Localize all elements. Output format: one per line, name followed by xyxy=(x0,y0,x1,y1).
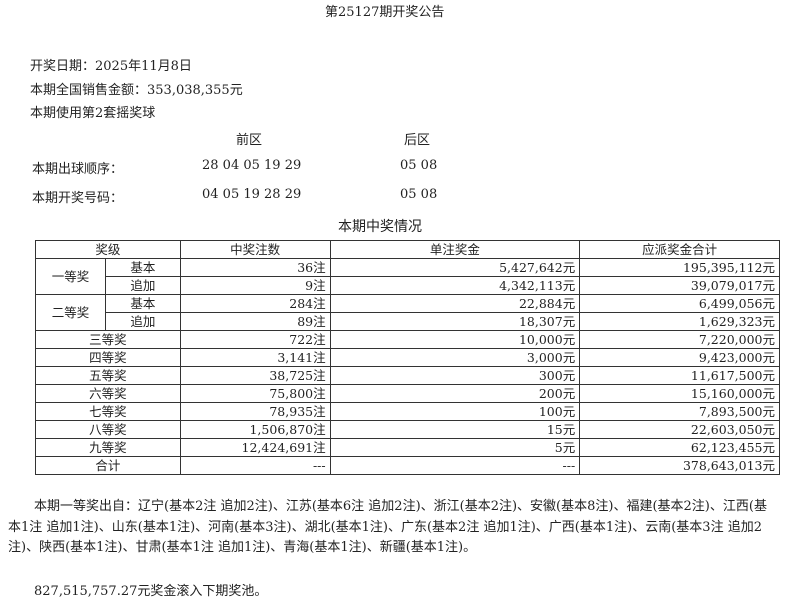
winning-numbers-label: 本期开奖号码： xyxy=(32,191,124,206)
prize-level: 一等奖 xyxy=(35,258,106,295)
unit-prize: 18,307元 xyxy=(329,312,581,331)
back-zone-label: 后区 xyxy=(404,133,431,148)
unit-prize: 22,884元 xyxy=(329,294,581,313)
total-prize: 6,499,056元 xyxy=(579,294,780,313)
prize-table: 奖级 中奖注数 单注奖金 应派奖金合计 一等奖 基本 36注 5,427,642元 195,39… xyxy=(35,240,780,475)
winner-count: --- xyxy=(179,456,331,475)
prize-sublevel: 追加 xyxy=(104,276,181,295)
unit-prize: 3,000元 xyxy=(329,348,581,367)
prize-level: 八等奖 xyxy=(35,420,181,439)
rollover-pool: 827,515,757.27元奖金滚入下期奖池。 xyxy=(34,584,268,599)
draw-order-back: 05 08 xyxy=(400,158,438,173)
total-prize: 1,629,323元 xyxy=(579,312,780,331)
table-row: 八等奖 1,506,870注 15元 22,603,050元 xyxy=(35,420,780,439)
unit-prize: 300元 xyxy=(329,366,581,385)
prize-sublevel: 基本 xyxy=(104,258,181,277)
unit-prize: 15元 xyxy=(329,420,581,439)
winner-count: 3,141注 xyxy=(179,348,331,367)
prize-level: 三等奖 xyxy=(35,330,181,349)
table-row: 二等奖 基本 284注 22,884元 6,499,056元 xyxy=(35,294,780,331)
header-count: 中奖注数 xyxy=(179,240,331,259)
winner-count: 1,506,870注 xyxy=(179,420,331,439)
unit-prize: 4,342,113元 xyxy=(329,276,581,295)
table-row: 追加 89注 18,307元 1,629,323元 xyxy=(36,312,780,331)
table-row: 合计 --- --- 378,643,013元 xyxy=(35,456,780,475)
winner-count: 12,424,691注 xyxy=(179,438,331,457)
front-zone-label: 前区 xyxy=(236,133,263,148)
total-prize: 22,603,050元 xyxy=(579,420,780,439)
table-row: 九等奖 12,424,691注 5元 62,123,455元 xyxy=(35,438,780,457)
total-prize: 9,423,000元 xyxy=(579,348,780,367)
prize-level: 二等奖 xyxy=(35,294,106,331)
unit-prize: 200元 xyxy=(329,384,581,403)
winner-count: 38,725注 xyxy=(179,366,331,385)
first-prize-text: 本期一等奖出自：辽宁(基本2注 追加2注)、江苏(基本6注 追加2注)、浙江(基… xyxy=(8,499,767,555)
total-prize: 195,395,112元 xyxy=(579,258,780,277)
prize-level: 七等奖 xyxy=(35,402,181,421)
prize-level: 五等奖 xyxy=(35,366,181,385)
winner-count: 722注 xyxy=(179,330,331,349)
sales-amount: 本期全国销售金额：353,038,355元 xyxy=(30,83,243,98)
unit-prize: 5,427,642元 xyxy=(329,258,581,277)
winner-count: 284注 xyxy=(179,294,331,313)
prize-level: 六等奖 xyxy=(35,384,181,403)
table-row: 七等奖 78,935注 100元 7,893,500元 xyxy=(35,402,780,421)
winning-numbers-back: 05 08 xyxy=(400,187,438,202)
winner-count: 75,800注 xyxy=(179,384,331,403)
prize-sublevel: 基本 xyxy=(104,294,181,313)
draw-order-front: 28 04 05 19 29 xyxy=(202,158,302,173)
draw-date: 开奖日期：2025年11月8日 xyxy=(30,59,192,74)
total-prize: 378,643,013元 xyxy=(579,456,780,475)
total-prize: 7,220,000元 xyxy=(579,330,780,349)
table-row: 六等奖 75,800注 200元 15,160,000元 xyxy=(35,384,780,403)
table-row: 一等奖 基本 36注 5,427,642元 195,395,112元 xyxy=(35,258,780,295)
winner-count: 89注 xyxy=(179,312,331,331)
table-title: 本期中奖情况 xyxy=(338,219,422,235)
winner-count: 78,935注 xyxy=(179,402,331,421)
header-unit: 单注奖金 xyxy=(329,240,581,259)
table-row: 三等奖 722注 10,000元 7,220,000元 xyxy=(35,330,780,349)
total-prize: 15,160,000元 xyxy=(579,384,780,403)
total-prize: 39,079,017元 xyxy=(579,276,780,295)
table-row: 五等奖 38,725注 300元 11,617,500元 xyxy=(35,366,780,385)
unit-prize: 10,000元 xyxy=(329,330,581,349)
total-prize: 7,893,500元 xyxy=(579,402,780,421)
header-level: 奖级 xyxy=(35,240,181,259)
draw-order-label: 本期出球顺序： xyxy=(32,162,124,177)
unit-prize: 5元 xyxy=(329,438,581,457)
winner-count: 36注 xyxy=(179,258,331,277)
prize-level: 合计 xyxy=(35,456,181,475)
table-row: 追加 9注 4,342,113元 39,079,017元 xyxy=(36,276,780,295)
header-total: 应派奖金合计 xyxy=(579,240,780,259)
total-prize: 62,123,455元 xyxy=(579,438,780,457)
unit-prize: --- xyxy=(329,456,581,475)
first-prize-regions: 本期一等奖出自：辽宁(基本2注 追加2注)、江苏(基本6注 追加2注)、浙江(基… xyxy=(8,497,778,559)
total-prize: 11,617,500元 xyxy=(579,366,780,385)
prize-level: 九等奖 xyxy=(35,438,181,457)
unit-prize: 100元 xyxy=(329,402,581,421)
table-row: 四等奖 3,141注 3,000元 9,423,000元 xyxy=(35,348,780,367)
prize-level: 四等奖 xyxy=(35,348,181,367)
prize-sublevel: 追加 xyxy=(104,312,181,331)
table-header: 奖级 中奖注数 单注奖金 应派奖金合计 xyxy=(35,240,780,259)
page-title: 第25127期开奖公告 xyxy=(325,5,445,20)
winner-count: 9注 xyxy=(179,276,331,295)
winning-numbers-front: 04 05 19 28 29 xyxy=(202,187,302,202)
ball-set: 本期使用第2套摇奖球 xyxy=(30,106,156,121)
